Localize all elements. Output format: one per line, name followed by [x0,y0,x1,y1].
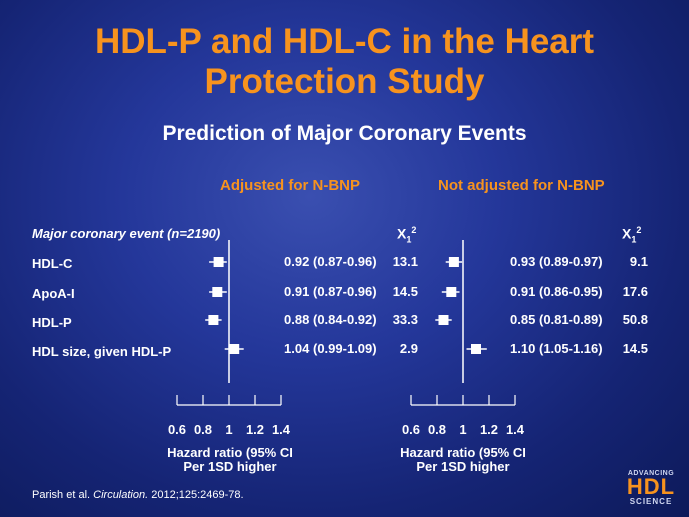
axis-label-not-adjusted: Hazard ratio (95% CI Per 1SD higher [388,446,538,474]
panel-title-not-adjusted: Not adjusted for N-BNP [438,177,605,194]
point-estimate-adjusted-hdl-p [208,315,219,325]
ci-value-adjusted-hdl-p: (0.84-0.92) [313,312,377,327]
ci-value-adjusted-hdl-size-given-hdl-p: (0.99-1.09) [313,341,377,356]
chi2-value-not-adjusted-hdl-size-given-hdl-p: 14.5 [622,341,648,356]
x-tick-label-adjusted-3: 1.2 [246,422,264,437]
axis-label-line-2: Per 1SD higher [416,459,510,474]
point-estimate-not-adjusted-hdl-size-given-hdl-p [471,344,481,354]
hr-value-not-adjusted-hdl-size-given-hdl-p: 1.10 [510,341,536,356]
row-label-hdl-size: HDL size, given HDL-P [32,344,172,359]
row-label-hdl-c: HDL-C [32,256,73,271]
ci-value-not-adjusted-hdl-c: (0.89-0.97) [539,254,603,269]
chi2-value-not-adjusted-hdl-c: 9.1 [629,254,648,269]
point-estimate-not-adjusted-hdl-p [438,315,449,325]
slide-subtitle: Prediction of Major Coronary Events [162,122,527,145]
ci-value-not-adjusted-hdl-p: (0.81-0.89) [539,312,603,327]
point-estimate-not-adjusted-hdl-c [448,257,459,267]
hr-value-adjusted-apoa-i: 0.91 [284,284,310,299]
chi2-value-adjusted-hdl-size-given-hdl-p: 2.9 [399,341,418,356]
ci-value-not-adjusted-apoa-i: (0.86-0.95) [539,284,603,299]
hr-value-not-adjusted-hdl-c: 0.93 [510,254,536,269]
axis-label-line-2: Per 1SD higher [183,459,277,474]
row-header: Major coronary event (n=2190) [32,226,221,241]
x-tick-label-adjusted-1: 0.8 [194,422,212,437]
hr-value-adjusted-hdl-p: 0.88 [284,312,310,327]
axis-label-line-1: Hazard ratio (95% CI [167,445,293,460]
hr-value-adjusted-hdl-c: 0.92 [284,254,310,269]
row-label-hdl-p: HDL-P [32,315,72,330]
hr-value-not-adjusted-apoa-i: 0.91 [510,284,536,299]
chi-header-adjusted: X12 [397,225,417,245]
hr-value-adjusted-hdl-size-given-hdl-p: 1.04 [284,341,310,356]
chi2-value-not-adjusted-apoa-i: 17.6 [622,284,648,299]
axis-label-adjusted: Hazard ratio (95% CI Per 1SD higher [155,446,305,474]
x-tick-label-adjusted-0: 0.6 [168,422,186,437]
title-line-2: Protection Study [204,62,485,101]
ci-value-adjusted-apoa-i: (0.87-0.96) [313,284,377,299]
chi2-value-adjusted-hdl-p: 33.3 [392,312,418,327]
chi2-value-adjusted-apoa-i: 14.5 [392,284,418,299]
point-estimate-adjusted-hdl-c [213,257,224,267]
advancing-hdl-science-logo: ADVANCING HDL SCIENCE [626,470,676,506]
x-tick-label-not-adjusted-4: 1.4 [506,422,525,437]
chi2-value-adjusted-hdl-c: 13.1 [392,254,418,269]
x-tick-label-not-adjusted-2: 1 [459,422,466,437]
ci-value-not-adjusted-hdl-size-given-hdl-p: (1.05-1.16) [539,341,603,356]
ci-value-adjusted-hdl-c: (0.87-0.96) [313,254,377,269]
x-tick-label-adjusted-4: 1.4 [272,422,291,437]
point-estimate-adjusted-apoa-i [212,287,223,297]
x-tick-label-adjusted-2: 1 [225,422,232,437]
chi2-value-not-adjusted-hdl-p: 50.8 [622,312,648,327]
title-line-1: HDL-P and HDL-C in the Heart [94,22,595,61]
chi-header-not-adjusted: X12 [622,225,642,245]
x-tick-label-not-adjusted-0: 0.6 [402,422,420,437]
hr-value-not-adjusted-hdl-p: 0.85 [510,312,536,327]
citation: Parish et al. Circulation. 2012;125:2469… [32,489,244,501]
point-estimate-adjusted-hdl-size-given-hdl-p [229,344,240,354]
x-tick-label-not-adjusted-1: 0.8 [428,422,446,437]
point-estimate-not-adjusted-apoa-i [446,287,457,297]
panel-title-adjusted: Adjusted for N-BNP [220,177,360,194]
x-tick-label-not-adjusted-3: 1.2 [480,422,498,437]
row-label-apoa-i: ApoA-I [32,286,75,301]
axis-label-line-1: Hazard ratio (95% CI [400,445,526,460]
slide-title: HDL-P and HDL-C in the Heart Protection … [0,22,689,102]
